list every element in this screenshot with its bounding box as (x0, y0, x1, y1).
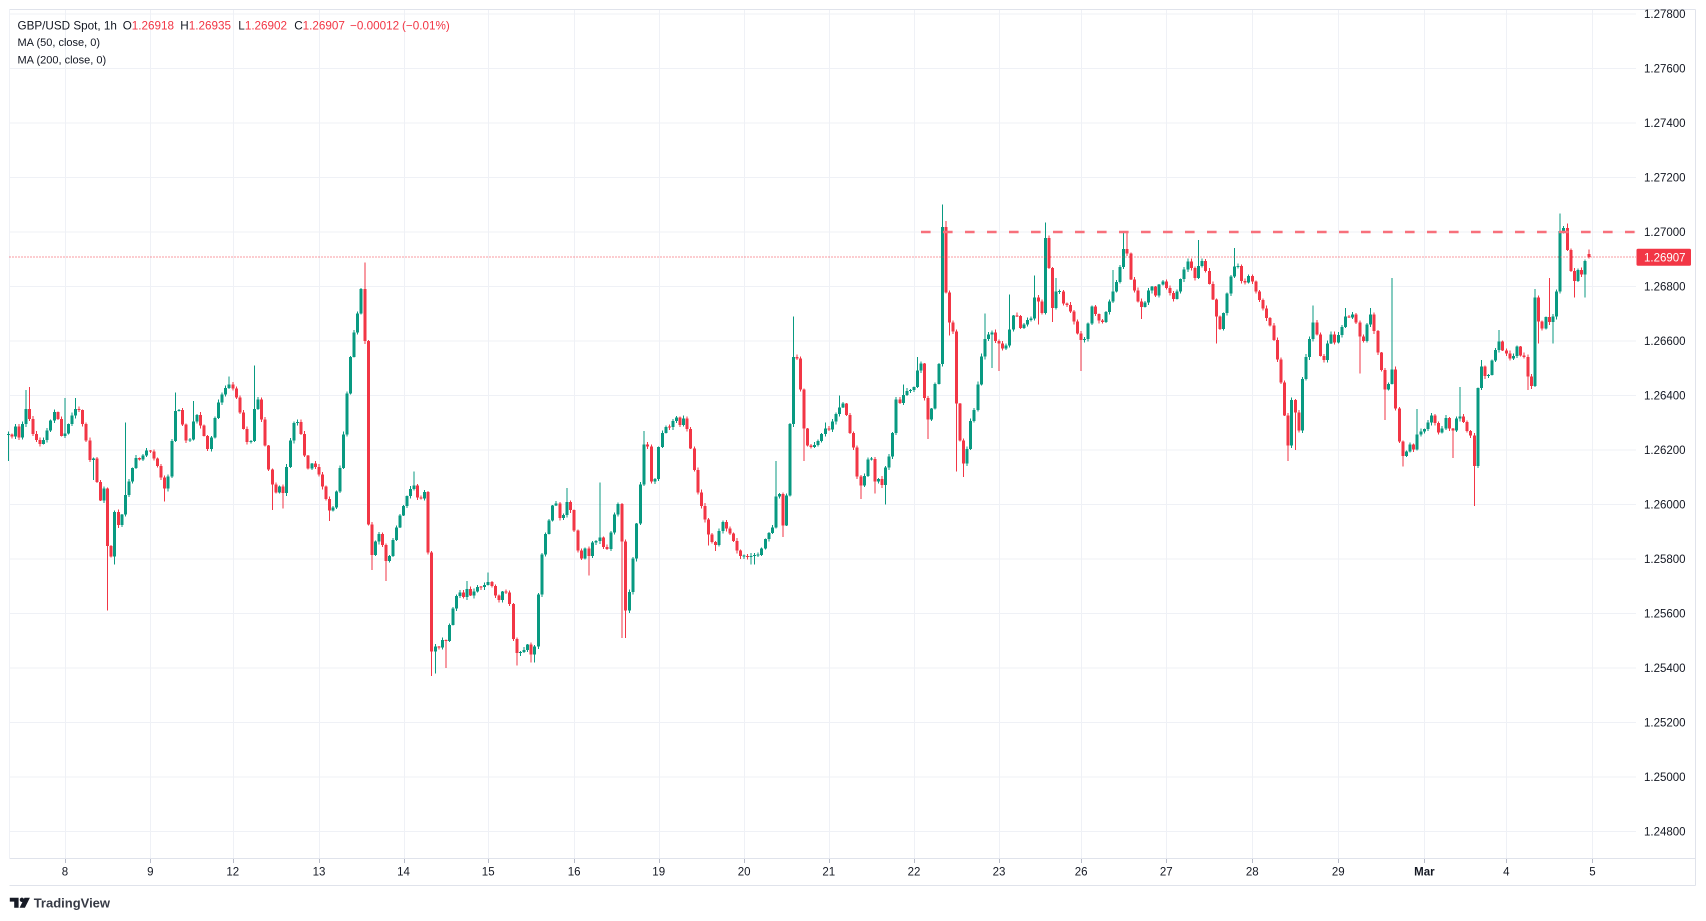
svg-text:1.27000: 1.27000 (1644, 227, 1686, 239)
svg-text:1.26400: 1.26400 (1644, 391, 1686, 403)
svg-text:(−0.01%): (−0.01%) (402, 20, 450, 33)
svg-text:1.25400: 1.25400 (1644, 663, 1686, 675)
svg-text:1.27800: 1.27800 (1644, 9, 1686, 21)
svg-text:26: 26 (1075, 867, 1088, 879)
svg-text:1.26200: 1.26200 (1644, 445, 1686, 457)
svg-text:12: 12 (226, 867, 239, 879)
svg-text:1.26000: 1.26000 (1644, 500, 1686, 512)
svg-text:15: 15 (482, 867, 495, 879)
svg-text:1.25600: 1.25600 (1644, 609, 1686, 621)
svg-text:16: 16 (568, 867, 581, 879)
svg-text:29: 29 (1332, 867, 1345, 879)
svg-text:1.26907: 1.26907 (1644, 252, 1686, 264)
svg-text:1.27600: 1.27600 (1644, 63, 1686, 75)
svg-text:L1.26902: L1.26902 (238, 20, 287, 33)
svg-text:4: 4 (1503, 867, 1510, 879)
svg-text:1.27200: 1.27200 (1644, 172, 1686, 184)
svg-text:H1.26935: H1.26935 (180, 20, 231, 33)
svg-text:1.25000: 1.25000 (1644, 772, 1686, 784)
svg-text:27: 27 (1160, 867, 1173, 879)
svg-text:28: 28 (1246, 867, 1259, 879)
svg-text:Mar: Mar (1414, 867, 1435, 879)
svg-text:23: 23 (993, 867, 1006, 879)
svg-text:1.25800: 1.25800 (1644, 554, 1686, 566)
svg-text:1.26800: 1.26800 (1644, 282, 1686, 294)
svg-text:C1.26907: C1.26907 (294, 20, 345, 33)
svg-text:21: 21 (822, 867, 835, 879)
svg-text:MA (200, close, 0): MA (200, close, 0) (18, 54, 107, 66)
svg-text:13: 13 (313, 867, 326, 879)
svg-text:1.25200: 1.25200 (1644, 718, 1686, 730)
svg-text:MA (50, close, 0): MA (50, close, 0) (18, 37, 101, 49)
svg-text:TradingView: TradingView (34, 895, 111, 910)
svg-text:19: 19 (652, 867, 665, 879)
svg-text:1.26600: 1.26600 (1644, 336, 1686, 348)
svg-text:20: 20 (738, 867, 751, 879)
svg-text:−0.00012: −0.00012 (350, 20, 399, 33)
svg-text:8: 8 (62, 867, 68, 879)
svg-text:1.24800: 1.24800 (1644, 827, 1686, 839)
svg-text:9: 9 (147, 867, 153, 879)
svg-text:5: 5 (1589, 867, 1595, 879)
svg-text:14: 14 (397, 867, 410, 879)
svg-text:O1.26918: O1.26918 (123, 20, 174, 33)
svg-text:GBP/USD Spot, 1h: GBP/USD Spot, 1h (18, 20, 117, 33)
svg-text:22: 22 (908, 867, 921, 879)
svg-text:1.27400: 1.27400 (1644, 118, 1686, 130)
